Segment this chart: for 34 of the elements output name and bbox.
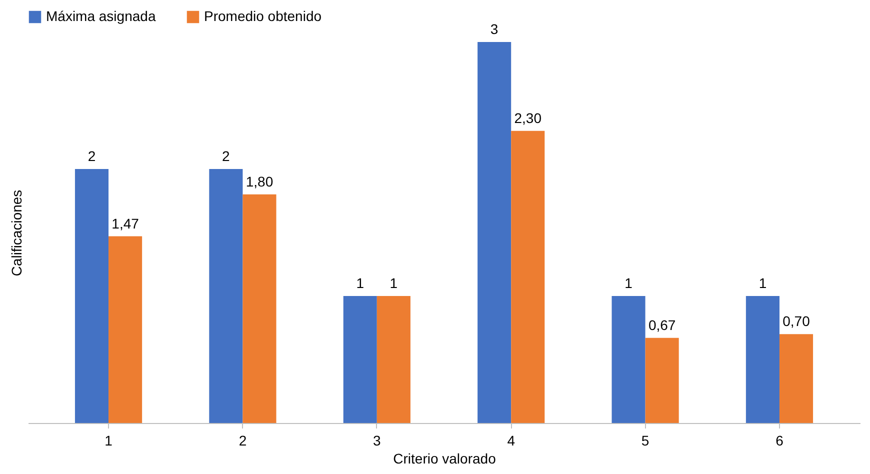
- bar: [779, 334, 814, 423]
- data-label: 3: [490, 21, 498, 37]
- bar: [645, 338, 679, 423]
- data-label: 0,67: [648, 316, 676, 333]
- legend-label: Máxima asignada: [46, 8, 156, 24]
- legend-label: Promedio obtenido: [204, 8, 322, 24]
- x-tick-label: 4: [507, 432, 516, 448]
- bar: [511, 130, 545, 423]
- data-label: 2: [222, 148, 230, 164]
- data-label: 1: [758, 275, 767, 291]
- x-tick-label: 6: [776, 432, 784, 448]
- bar: [478, 42, 512, 423]
- data-label: 0,70: [782, 313, 810, 330]
- y-axis-title: Calificaciones: [8, 190, 24, 276]
- bar: [108, 236, 142, 423]
- data-label: 1,47: [112, 215, 140, 232]
- bar: [343, 296, 377, 423]
- data-label: 1: [356, 275, 364, 291]
- bar: [242, 194, 276, 423]
- data-label: 2: [88, 148, 96, 164]
- x-tick-label: 2: [238, 432, 247, 448]
- bar: [74, 169, 109, 423]
- x-tick-label: 1: [104, 432, 113, 448]
- data-label: 2,30: [514, 110, 542, 126]
- x-axis-title: Criterio valorado: [393, 450, 496, 466]
- x-tick-label: 5: [641, 432, 650, 448]
- bar: [209, 169, 243, 423]
- bar: [376, 296, 410, 423]
- bar: [612, 296, 646, 423]
- data-label: 1,80: [246, 173, 274, 190]
- x-tick-label: 3: [373, 432, 382, 448]
- bar: [746, 296, 780, 423]
- data-label: 1: [390, 275, 398, 291]
- data-label: 1: [624, 275, 633, 291]
